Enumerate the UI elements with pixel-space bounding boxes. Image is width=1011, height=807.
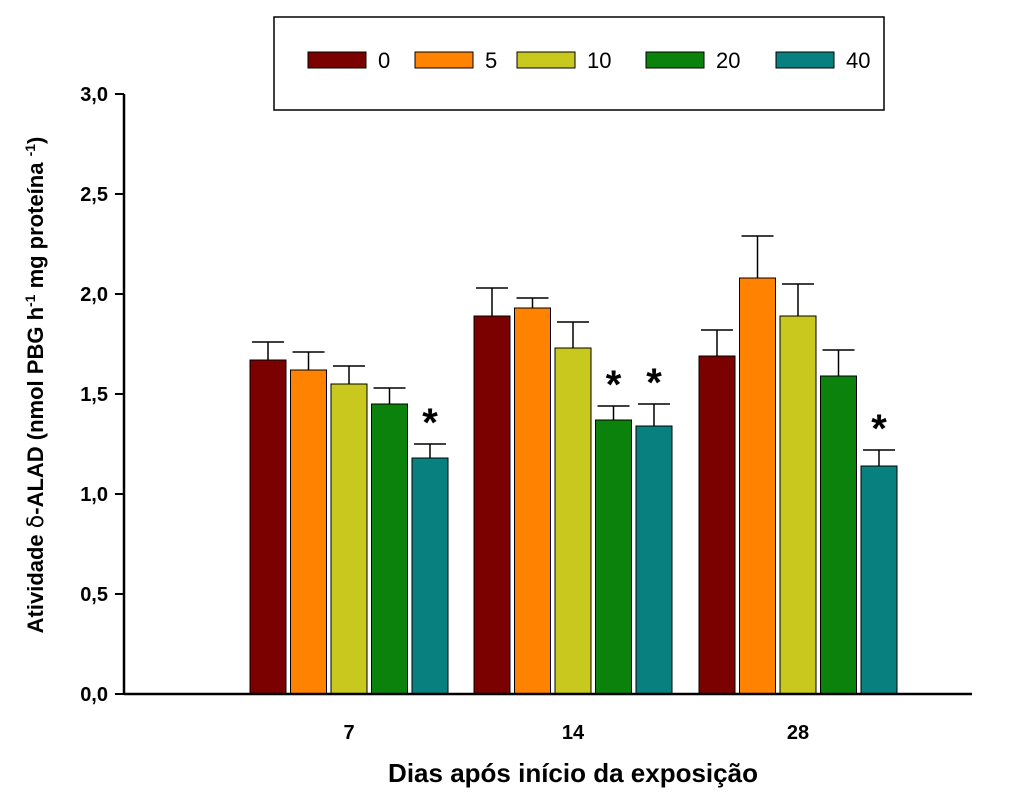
bar — [514, 307, 551, 695]
y-axis-label-part: δ — [24, 515, 49, 528]
significance-asterisk: * — [606, 363, 622, 407]
y-axis-label-part: Atividade — [23, 528, 48, 633]
legend-label: 10 — [587, 48, 611, 73]
y-tick-label: 0,0 — [80, 684, 108, 706]
legend-swatch — [516, 51, 576, 69]
legend-swatch — [414, 51, 474, 69]
y-tick-label: 1,5 — [80, 384, 108, 406]
significance-asterisk: * — [422, 401, 438, 445]
bar — [371, 403, 408, 695]
bar — [473, 315, 511, 695]
x-axis-label: Dias após início da exposição — [388, 758, 758, 788]
bar — [330, 383, 368, 695]
significance-asterisk: * — [646, 361, 662, 405]
y-axis-label: Atividade δ-ALAD (nmol PBG h-1 mg proteí… — [22, 137, 49, 634]
y-tick-label: 2,5 — [80, 184, 108, 206]
legend-swatch — [307, 51, 367, 69]
y-tick-label: 2,0 — [80, 284, 108, 306]
bar — [595, 419, 632, 695]
bar — [635, 425, 673, 695]
y-axis-label-part: ) — [23, 137, 48, 144]
legend-label: 5 — [485, 48, 497, 73]
y-tick-label: 3,0 — [80, 84, 108, 106]
y-tick-label: 1,0 — [80, 484, 108, 506]
bar — [860, 465, 898, 695]
bar — [249, 359, 287, 695]
significance-asterisk: * — [871, 407, 887, 451]
legend-label: 20 — [716, 48, 740, 73]
x-tick-label: 14 — [562, 722, 585, 744]
legend-label: 0 — [378, 48, 390, 73]
bar — [698, 355, 736, 695]
bar — [554, 347, 592, 695]
legend-label: 40 — [846, 48, 870, 73]
x-tick-label: 7 — [343, 722, 354, 744]
y-axis-label-part: mg proteína — [23, 156, 48, 294]
y-tick-label: 0,5 — [80, 584, 108, 606]
y-axis-label-part: -1 — [22, 144, 38, 157]
legend-swatch — [775, 51, 835, 69]
bars: * * * * — [249, 235, 898, 695]
y-axis-label-part: -1 — [22, 294, 38, 307]
axes: 0,0 0,5 1,0 1,5 2,0 2,5 3,0 7 14 28 — [80, 84, 972, 744]
legend-swatch — [645, 51, 705, 69]
bar — [290, 369, 327, 695]
bar — [820, 375, 857, 695]
legend: 0 5 10 20 40 — [273, 16, 885, 111]
axis-labels: Dias após início da exposição Atividade … — [22, 137, 758, 788]
y-axis-label-part: -ALAD (nmol PBG h — [23, 307, 48, 515]
x-tick-label: 28 — [787, 722, 809, 744]
bar — [779, 315, 817, 695]
bar — [411, 457, 449, 695]
bar — [739, 277, 776, 695]
